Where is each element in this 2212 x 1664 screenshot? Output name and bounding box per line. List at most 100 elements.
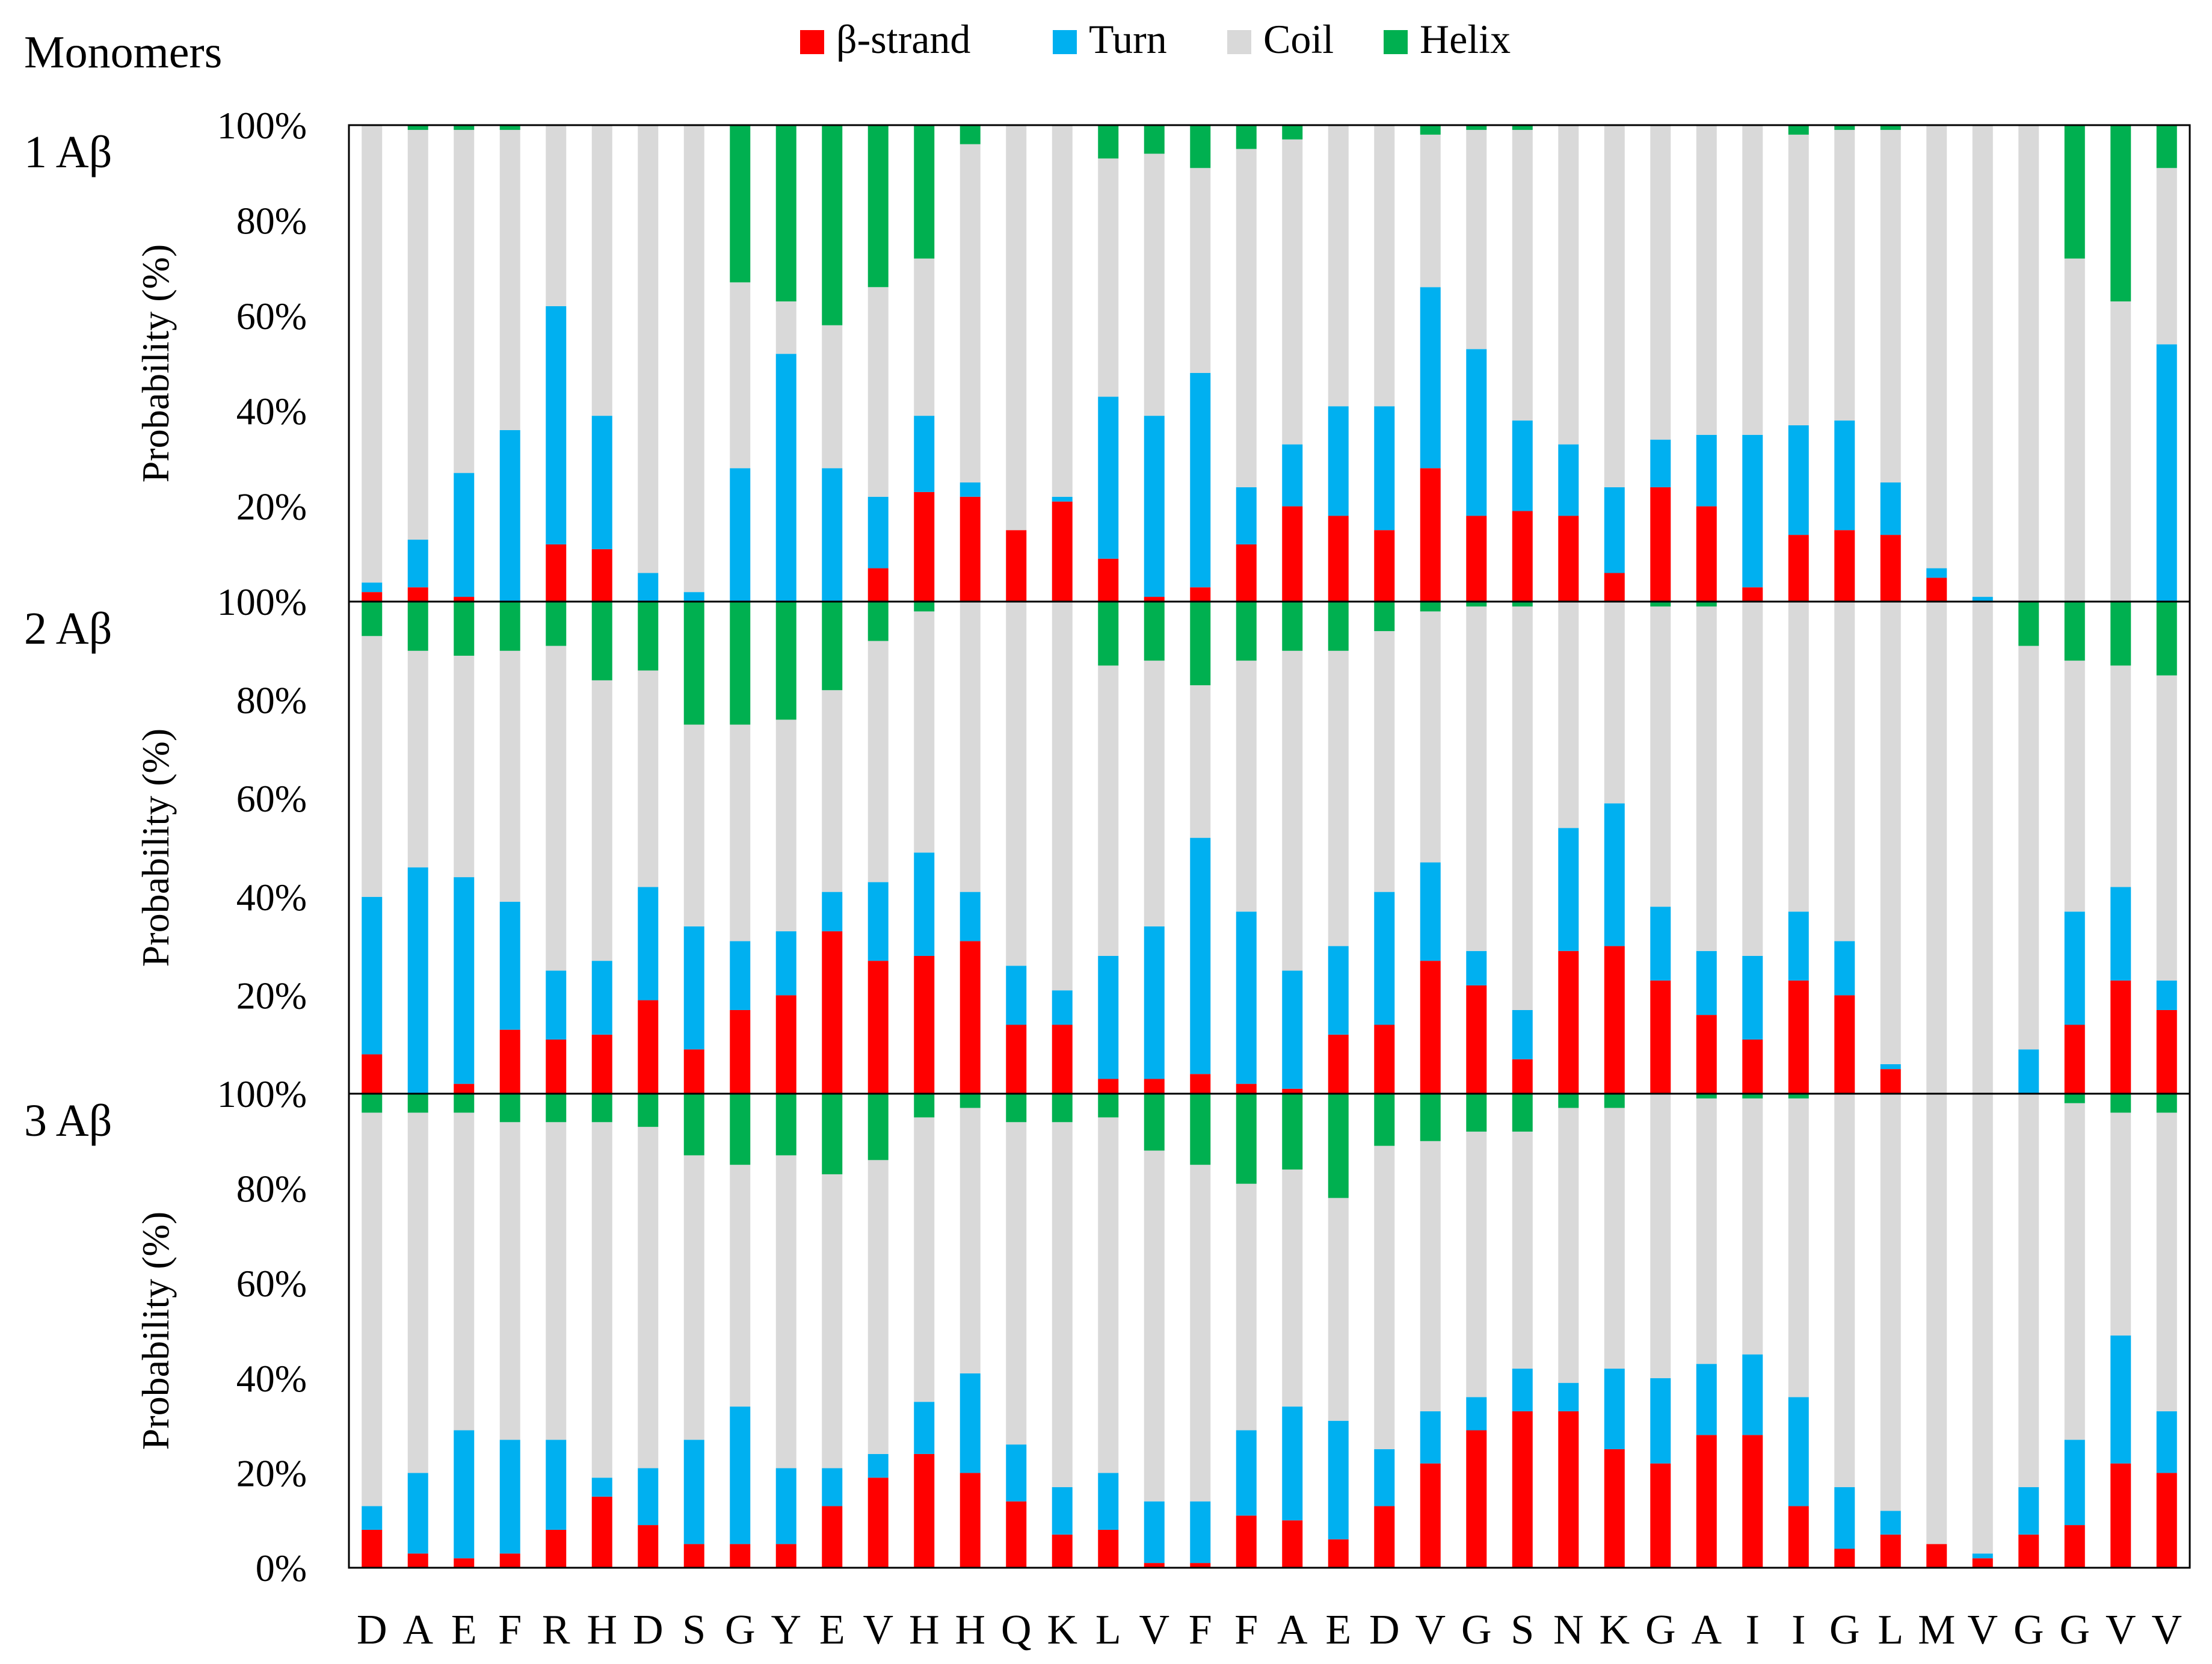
bar-segment-beta <box>1834 1548 1855 1568</box>
bar-segment-turn <box>822 892 843 932</box>
bar-segment-turn <box>960 1373 981 1473</box>
panel-1: 1 Aβ Probability (%) 100% 80% 60% 40% 20% <box>24 104 2191 603</box>
bar-segment-turn <box>2110 887 2131 981</box>
legend-swatch-turn <box>1053 30 1077 54</box>
bar-segment-helix <box>2156 1094 2177 1113</box>
bar-segment-beta <box>730 1009 751 1094</box>
bar-segment-helix <box>1236 125 1257 149</box>
bar-segment-beta <box>1190 1563 1211 1568</box>
bar-segment-coil <box>1052 1122 1073 1488</box>
bar-segment-turn <box>775 931 796 996</box>
bar-segment-turn <box>1282 1407 1303 1521</box>
plot-frame <box>348 1092 2191 1569</box>
bar-segment-helix <box>822 1094 843 1174</box>
bar-segment-turn <box>914 852 935 956</box>
bar-segment-beta <box>362 1054 383 1094</box>
bar-segment-beta <box>638 1525 659 1568</box>
x-tick-label: G <box>2013 1607 2044 1653</box>
bar-segment-beta <box>1788 1506 1809 1568</box>
bar-segment-beta <box>1558 951 1579 1094</box>
bar-segment-beta <box>1328 1034 1349 1094</box>
bar-segment-beta <box>1742 1040 1763 1094</box>
bar-segment-beta <box>2156 1473 2177 1568</box>
x-tick-label: Q <box>1001 1607 1032 1653</box>
bar-segment-helix <box>1328 1094 1349 1198</box>
x-tick-label: A <box>1691 1607 1722 1653</box>
bar-segment-turn <box>1604 487 1625 573</box>
bar-segment-coil <box>775 720 796 932</box>
bar-segment-turn <box>775 354 796 602</box>
bar-segment-coil <box>1834 129 1855 421</box>
bar-segment-coil <box>1696 1098 1717 1364</box>
bar-segment-coil <box>1926 602 1947 1094</box>
x-tick-label: V <box>1967 1607 1998 1653</box>
bar-segment-helix <box>1098 602 1119 666</box>
bar-segment-coil <box>1972 1094 1993 1554</box>
bar-segment-turn <box>730 468 751 602</box>
bar-segment-helix <box>867 602 889 641</box>
bar-segment-coil <box>1788 134 1809 425</box>
bar-segment-turn <box>591 1478 612 1497</box>
bar-segment-helix <box>638 1094 659 1127</box>
bar-segment-turn <box>960 482 981 497</box>
bar-segment-turn <box>1420 287 1441 469</box>
bar-segment-beta <box>1650 980 1671 1094</box>
bar-segment-helix <box>914 602 935 612</box>
bar-segment-helix <box>1788 1094 1809 1099</box>
bar-segment-turn <box>591 961 612 1035</box>
bar-segment-helix <box>2064 602 2085 661</box>
bar-segment-coil <box>1604 125 1625 487</box>
bar-segment-helix <box>914 125 935 259</box>
x-tick-label: R <box>542 1607 570 1653</box>
bar-segment-beta <box>1880 1069 1901 1094</box>
bar-segment-coil <box>1098 665 1119 956</box>
bar-segment-coil <box>1696 125 1717 435</box>
bar-segment-coil <box>1420 134 1441 288</box>
bar-segment-turn <box>914 1402 935 1454</box>
bar-segment-turn <box>1788 911 1809 981</box>
bar-segment-helix <box>499 602 520 651</box>
bar-segment-coil <box>1512 129 1533 421</box>
bar-segment-turn <box>546 306 567 544</box>
bar-segment-helix <box>1788 125 1809 135</box>
bar-segment-helix <box>407 602 428 651</box>
bar-segment-coil <box>1282 139 1303 445</box>
x-tick-label: V <box>1139 1607 1169 1653</box>
bar-segment-beta <box>1650 1463 1671 1568</box>
bar-segment-coil <box>1880 129 1901 483</box>
bar-segment-helix <box>2064 125 2085 259</box>
bar-segment-beta <box>1328 1539 1349 1568</box>
legend-label-beta: β-strand <box>836 16 970 62</box>
bar-segment-turn <box>1834 941 1855 996</box>
bar-segment-coil <box>546 1122 567 1440</box>
bar-segment-beta <box>1190 587 1211 602</box>
bar-segment-beta <box>638 1000 659 1094</box>
bar-segment-beta <box>1466 516 1487 602</box>
bar-segment-helix <box>1512 125 1533 130</box>
bar-segment-coil <box>960 144 981 482</box>
bar-segment-helix <box>1420 602 1441 612</box>
bar-segment-helix <box>730 1094 751 1165</box>
bar-segment-beta <box>1006 1025 1027 1094</box>
bar-segment-turn <box>1466 1397 1487 1431</box>
bar-segment-helix <box>1328 602 1349 651</box>
bar-segment-coil <box>362 125 383 583</box>
bar-segment-coil <box>362 636 383 897</box>
bar-segment-beta <box>1604 573 1625 602</box>
bar-segment-beta <box>1282 506 1303 602</box>
bar-segment-beta <box>1558 1411 1579 1568</box>
bar-segment-helix <box>683 1094 704 1156</box>
bar-segment-turn <box>1696 951 1717 1015</box>
bar-segment-turn <box>867 882 889 961</box>
bar-segment-coil <box>407 650 428 867</box>
bar-segment-helix <box>1098 125 1119 159</box>
bar-segment-coil <box>1328 1198 1349 1421</box>
bar-segment-beta <box>591 1496 612 1568</box>
bar-segment-coil <box>1834 1094 1855 1488</box>
bar-segment-turn <box>683 926 704 1050</box>
bar-segment-turn <box>1236 487 1257 544</box>
legend-label-coil: Coil <box>1263 16 1334 62</box>
bar-segment-beta <box>867 568 889 602</box>
bar-segment-turn <box>1466 349 1487 516</box>
